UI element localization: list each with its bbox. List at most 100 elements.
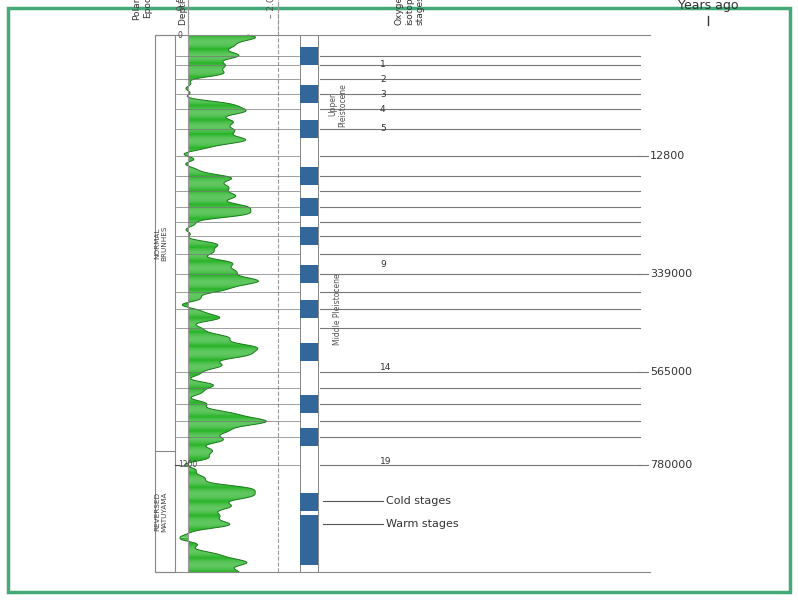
- Polygon shape: [188, 112, 243, 113]
- Polygon shape: [188, 475, 202, 476]
- Polygon shape: [188, 442, 219, 443]
- Polygon shape: [188, 563, 247, 565]
- Polygon shape: [188, 221, 199, 222]
- Polygon shape: [188, 532, 192, 533]
- Polygon shape: [188, 59, 230, 60]
- Polygon shape: [188, 469, 196, 470]
- Polygon shape: [188, 518, 219, 519]
- Polygon shape: [188, 108, 245, 109]
- Polygon shape: [188, 201, 228, 202]
- Polygon shape: [188, 110, 247, 112]
- Polygon shape: [188, 233, 191, 234]
- Polygon shape: [188, 36, 255, 37]
- Polygon shape: [188, 211, 251, 212]
- Polygon shape: [184, 154, 188, 155]
- Polygon shape: [188, 352, 254, 353]
- Polygon shape: [188, 307, 192, 308]
- Polygon shape: [188, 546, 196, 547]
- Polygon shape: [188, 58, 234, 59]
- Bar: [300, 547, 318, 565]
- Polygon shape: [188, 132, 235, 133]
- Polygon shape: [188, 515, 220, 516]
- Polygon shape: [188, 218, 219, 219]
- Bar: [300, 515, 318, 533]
- Polygon shape: [188, 400, 199, 401]
- Polygon shape: [188, 197, 234, 199]
- Polygon shape: [188, 173, 212, 174]
- Polygon shape: [188, 471, 196, 472]
- Polygon shape: [188, 190, 228, 191]
- Text: Depth (cm): Depth (cm): [179, 0, 188, 25]
- Polygon shape: [188, 158, 194, 159]
- Polygon shape: [188, 319, 217, 320]
- Polygon shape: [188, 557, 231, 558]
- Polygon shape: [188, 301, 196, 302]
- Polygon shape: [188, 274, 239, 275]
- Polygon shape: [188, 389, 207, 390]
- Text: 2: 2: [380, 74, 385, 83]
- Polygon shape: [188, 355, 251, 356]
- Polygon shape: [188, 437, 223, 439]
- Polygon shape: [188, 399, 195, 400]
- Polygon shape: [188, 295, 202, 296]
- Polygon shape: [188, 406, 207, 407]
- Polygon shape: [188, 485, 235, 486]
- Polygon shape: [188, 407, 209, 409]
- Polygon shape: [188, 149, 203, 150]
- Polygon shape: [188, 224, 195, 226]
- Polygon shape: [188, 292, 215, 293]
- Polygon shape: [188, 204, 242, 205]
- Polygon shape: [188, 260, 226, 261]
- Polygon shape: [188, 41, 243, 43]
- Polygon shape: [188, 566, 236, 568]
- Polygon shape: [188, 261, 230, 262]
- Polygon shape: [188, 103, 231, 104]
- Polygon shape: [188, 528, 215, 529]
- Polygon shape: [188, 395, 195, 397]
- Polygon shape: [188, 486, 243, 487]
- Polygon shape: [188, 290, 225, 291]
- Polygon shape: [188, 512, 218, 513]
- Polygon shape: [188, 200, 228, 201]
- Bar: [300, 343, 318, 361]
- Polygon shape: [188, 524, 230, 526]
- Polygon shape: [188, 192, 231, 193]
- Polygon shape: [188, 379, 195, 380]
- Polygon shape: [188, 121, 234, 122]
- Polygon shape: [188, 117, 226, 118]
- Polygon shape: [188, 544, 198, 545]
- Polygon shape: [188, 419, 265, 420]
- Polygon shape: [188, 136, 239, 137]
- Polygon shape: [182, 305, 188, 306]
- Polygon shape: [188, 326, 201, 328]
- Polygon shape: [188, 91, 190, 92]
- Text: 1: 1: [380, 60, 385, 69]
- Polygon shape: [188, 342, 235, 343]
- Polygon shape: [188, 128, 234, 130]
- Polygon shape: [188, 131, 235, 132]
- Polygon shape: [188, 428, 235, 429]
- Polygon shape: [188, 519, 221, 520]
- Polygon shape: [188, 343, 240, 344]
- Polygon shape: [188, 410, 226, 412]
- Polygon shape: [188, 212, 251, 214]
- Polygon shape: [188, 473, 198, 474]
- Bar: [300, 395, 318, 413]
- Polygon shape: [188, 199, 231, 200]
- Text: 565000: 565000: [650, 367, 692, 377]
- Polygon shape: [188, 35, 253, 36]
- Polygon shape: [188, 93, 190, 94]
- Polygon shape: [188, 187, 229, 188]
- Polygon shape: [186, 533, 188, 535]
- Polygon shape: [188, 232, 190, 233]
- Polygon shape: [188, 321, 207, 322]
- Polygon shape: [188, 244, 218, 245]
- Polygon shape: [188, 150, 197, 151]
- Polygon shape: [188, 387, 211, 388]
- Polygon shape: [188, 102, 224, 103]
- Polygon shape: [188, 160, 194, 161]
- Polygon shape: [188, 386, 213, 387]
- Polygon shape: [188, 429, 233, 430]
- Polygon shape: [188, 44, 235, 46]
- Polygon shape: [188, 498, 247, 499]
